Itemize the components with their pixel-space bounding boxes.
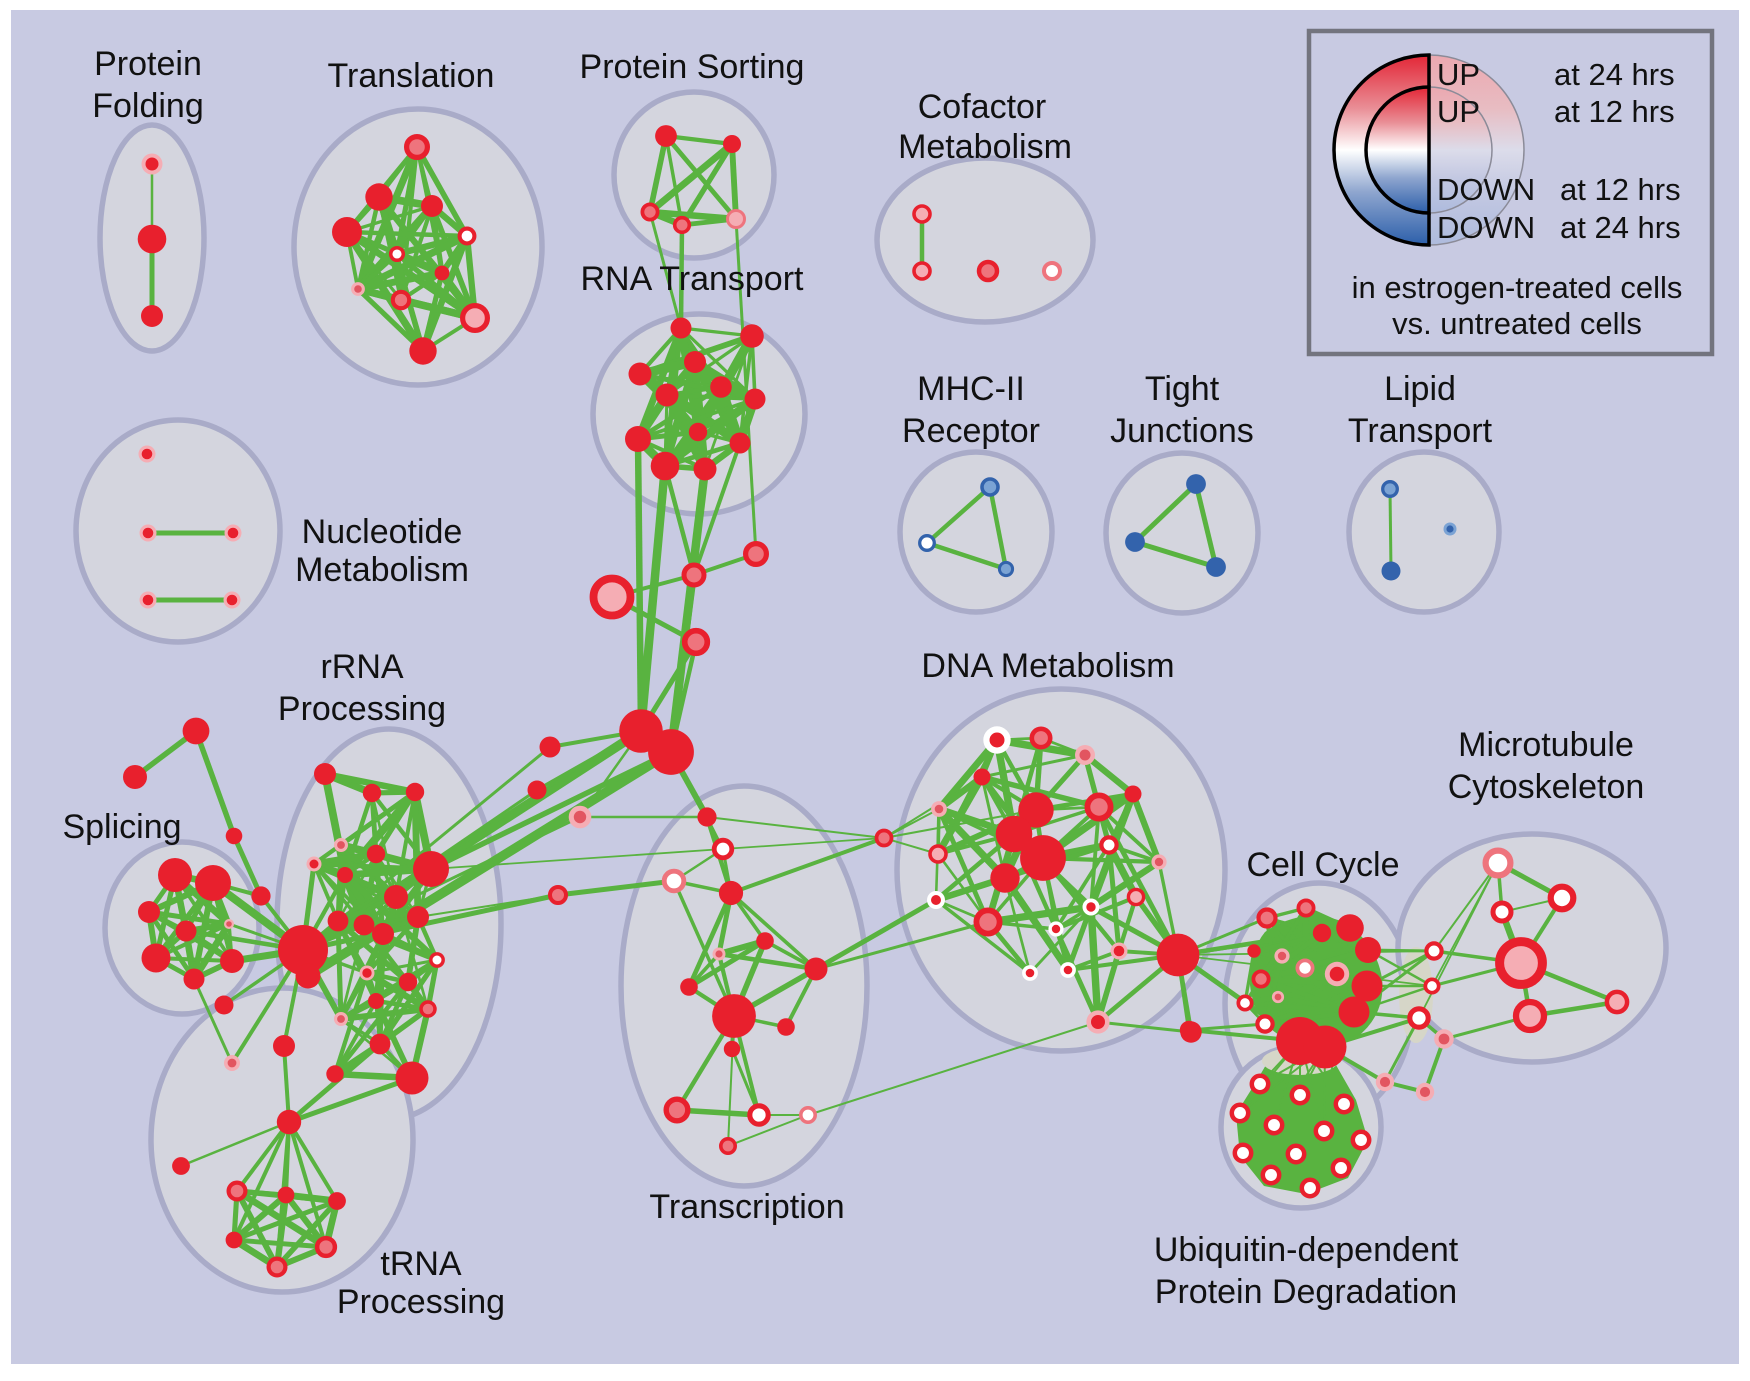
- svg-text:Protein Degradation: Protein Degradation: [1155, 1273, 1457, 1311]
- svg-text:Protein: Protein: [94, 45, 202, 83]
- svg-text:at 24 hrs: at 24 hrs: [1560, 210, 1681, 245]
- svg-text:rRNA: rRNA: [320, 648, 403, 686]
- svg-text:Folding: Folding: [92, 87, 204, 125]
- svg-text:Cytoskeleton: Cytoskeleton: [1448, 768, 1645, 806]
- svg-text:Cell Cycle: Cell Cycle: [1246, 846, 1399, 884]
- svg-text:Microtubule: Microtubule: [1458, 726, 1634, 764]
- svg-text:DOWN: DOWN: [1437, 172, 1535, 207]
- svg-text:Transport: Transport: [1348, 412, 1493, 450]
- svg-text:Lipid: Lipid: [1384, 370, 1456, 408]
- svg-text:Translation: Translation: [328, 57, 495, 95]
- svg-text:UP: UP: [1437, 57, 1480, 92]
- svg-text:Nucleotide: Nucleotide: [302, 513, 463, 551]
- svg-text:MHC-II: MHC-II: [917, 370, 1025, 408]
- svg-text:Ubiquitin-dependent: Ubiquitin-dependent: [1154, 1231, 1459, 1269]
- svg-text:Tight: Tight: [1145, 370, 1220, 408]
- svg-text:UP: UP: [1437, 94, 1480, 129]
- svg-text:tRNA: tRNA: [380, 1245, 462, 1283]
- svg-text:Cofactor: Cofactor: [918, 88, 1047, 126]
- svg-text:Processing: Processing: [337, 1283, 505, 1321]
- svg-text:at 12 hrs: at 12 hrs: [1560, 172, 1681, 207]
- svg-text:Junctions: Junctions: [1110, 412, 1254, 450]
- svg-text:in estrogen-treated cells: in estrogen-treated cells: [1352, 270, 1683, 305]
- svg-text:Processing: Processing: [278, 690, 446, 728]
- svg-text:Protein Sorting: Protein Sorting: [580, 48, 805, 86]
- svg-text:DOWN: DOWN: [1437, 210, 1535, 245]
- svg-text:Transcription: Transcription: [649, 1188, 844, 1226]
- svg-text:Receptor: Receptor: [902, 412, 1040, 450]
- svg-text:DNA Metabolism: DNA Metabolism: [921, 647, 1174, 685]
- svg-text:Splicing: Splicing: [62, 808, 181, 846]
- svg-text:Metabolism: Metabolism: [898, 128, 1072, 166]
- svg-text:RNA Transport: RNA Transport: [581, 260, 805, 298]
- svg-text:vs. untreated cells: vs. untreated cells: [1392, 306, 1642, 341]
- svg-text:at 12 hrs: at 12 hrs: [1554, 94, 1675, 129]
- svg-text:Metabolism: Metabolism: [295, 551, 469, 589]
- svg-text:at 24 hrs: at 24 hrs: [1554, 57, 1675, 92]
